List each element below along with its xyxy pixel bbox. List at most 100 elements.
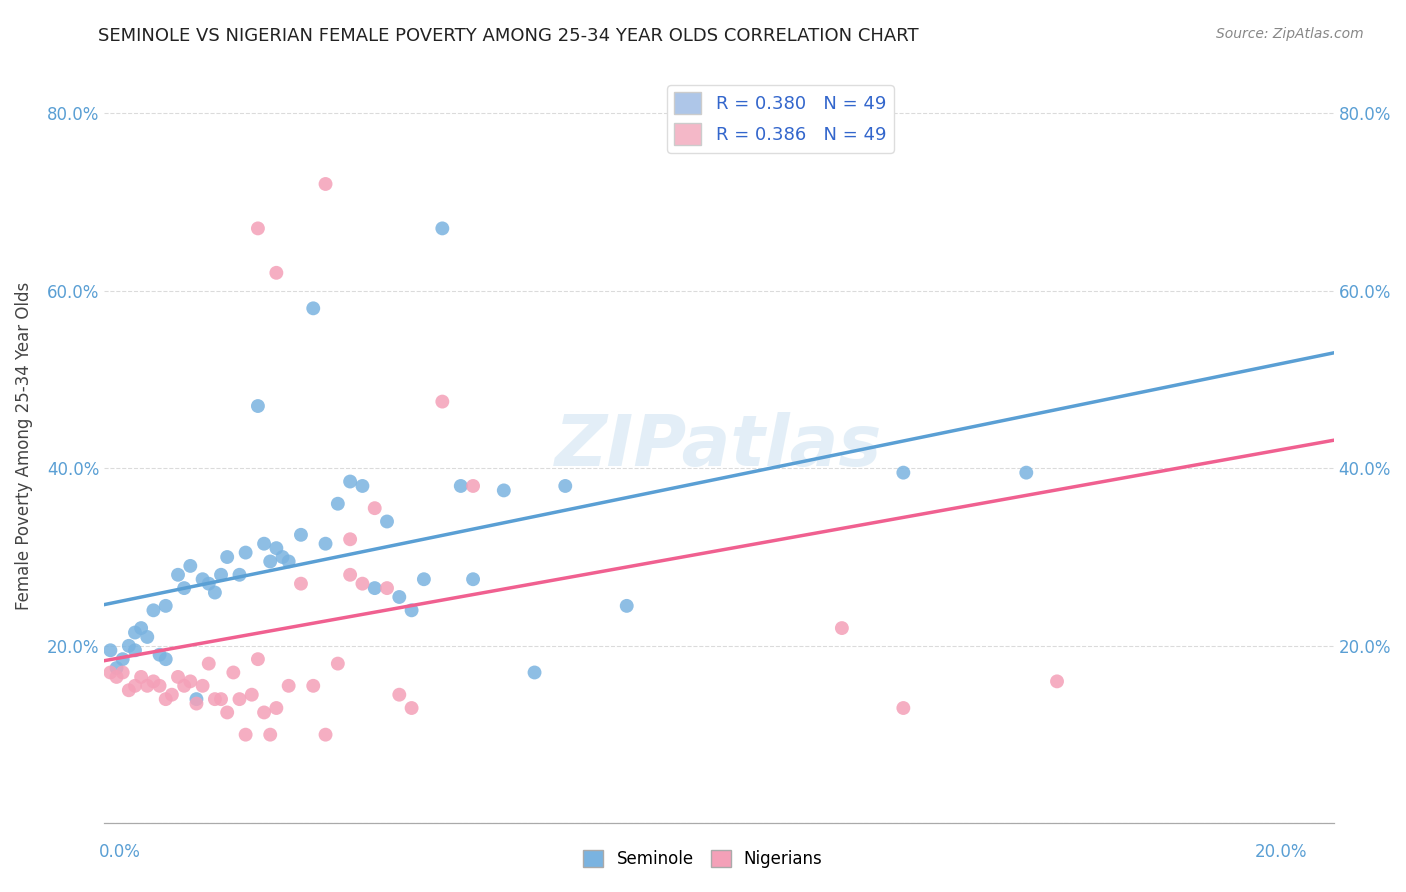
Point [148, 648, 170, 662]
Point [124, 679, 146, 693]
Point [118, 683, 141, 698]
Point [352, 576, 374, 591]
Point [891, 701, 914, 715]
Point [375, 581, 398, 595]
Point [155, 652, 177, 666]
Point [523, 665, 546, 680]
Point [173, 679, 195, 693]
Point [191, 679, 214, 693]
Point [235, 545, 257, 559]
Point [217, 706, 239, 720]
Point [100, 665, 122, 680]
Point [339, 475, 361, 489]
Point [246, 399, 269, 413]
Point [124, 643, 146, 657]
Point [129, 621, 152, 635]
Point [461, 572, 484, 586]
Point [891, 466, 914, 480]
Point [191, 572, 214, 586]
Point [707, 124, 730, 138]
Point [105, 670, 128, 684]
Point [432, 221, 454, 235]
Point [246, 652, 269, 666]
Point [148, 679, 170, 693]
Point [302, 301, 325, 316]
Point [197, 576, 219, 591]
Point [326, 657, 349, 671]
Point [401, 701, 423, 715]
Point [167, 567, 190, 582]
Y-axis label: Female Poverty Among 25-34 Year Olds: Female Poverty Among 25-34 Year Olds [15, 282, 32, 610]
Point [235, 728, 257, 742]
Point [266, 541, 288, 556]
Point [364, 581, 387, 595]
Point [339, 533, 361, 547]
Point [186, 692, 208, 706]
Text: Source: ZipAtlas.com: Source: ZipAtlas.com [1216, 27, 1364, 41]
Point [118, 639, 141, 653]
Point [111, 652, 134, 666]
Point [228, 692, 250, 706]
Point [450, 479, 472, 493]
Point [432, 394, 454, 409]
Point [1046, 674, 1069, 689]
Text: 0.0%: 0.0% [98, 843, 141, 861]
Point [315, 537, 337, 551]
Point [364, 501, 387, 516]
Point [197, 657, 219, 671]
Point [266, 266, 288, 280]
Text: ZIPatlas: ZIPatlas [555, 411, 883, 481]
Point [186, 697, 208, 711]
Point [155, 692, 177, 706]
Point [616, 599, 638, 613]
Point [277, 679, 299, 693]
Point [129, 670, 152, 684]
Point [105, 661, 128, 675]
Point [100, 643, 122, 657]
Point [155, 599, 177, 613]
Point [142, 603, 165, 617]
Text: SEMINOLE VS NIGERIAN FEMALE POVERTY AMONG 25-34 YEAR OLDS CORRELATION CHART: SEMINOLE VS NIGERIAN FEMALE POVERTY AMON… [98, 27, 920, 45]
Point [179, 558, 201, 573]
Point [277, 554, 299, 568]
Point [167, 670, 190, 684]
Point [266, 701, 288, 715]
Point [204, 692, 226, 706]
Text: 20.0%: 20.0% [1256, 843, 1308, 861]
Point [209, 692, 232, 706]
Point [302, 679, 325, 693]
Point [179, 674, 201, 689]
Point [271, 549, 294, 564]
Point [315, 728, 337, 742]
Point [259, 728, 281, 742]
Point [228, 567, 250, 582]
Point [831, 621, 853, 635]
Point [240, 688, 263, 702]
Point [388, 688, 411, 702]
Legend: R = 0.380   N = 49, R = 0.386   N = 49: R = 0.380 N = 49, R = 0.386 N = 49 [668, 85, 894, 153]
Point [315, 177, 337, 191]
Point [412, 572, 434, 586]
Point [492, 483, 515, 498]
Legend: Seminole, Nigerians: Seminole, Nigerians [576, 843, 830, 875]
Point [388, 590, 411, 604]
Point [1015, 466, 1038, 480]
Point [554, 479, 576, 493]
Point [339, 567, 361, 582]
Point [222, 665, 245, 680]
Point [217, 549, 239, 564]
Point [124, 625, 146, 640]
Point [246, 221, 269, 235]
Point [204, 585, 226, 599]
Point [111, 665, 134, 680]
Point [253, 706, 276, 720]
Point [136, 679, 159, 693]
Point [326, 497, 349, 511]
Point [401, 603, 423, 617]
Point [173, 581, 195, 595]
Point [375, 515, 398, 529]
Point [352, 479, 374, 493]
Point [160, 688, 183, 702]
Point [290, 576, 312, 591]
Point [136, 630, 159, 644]
